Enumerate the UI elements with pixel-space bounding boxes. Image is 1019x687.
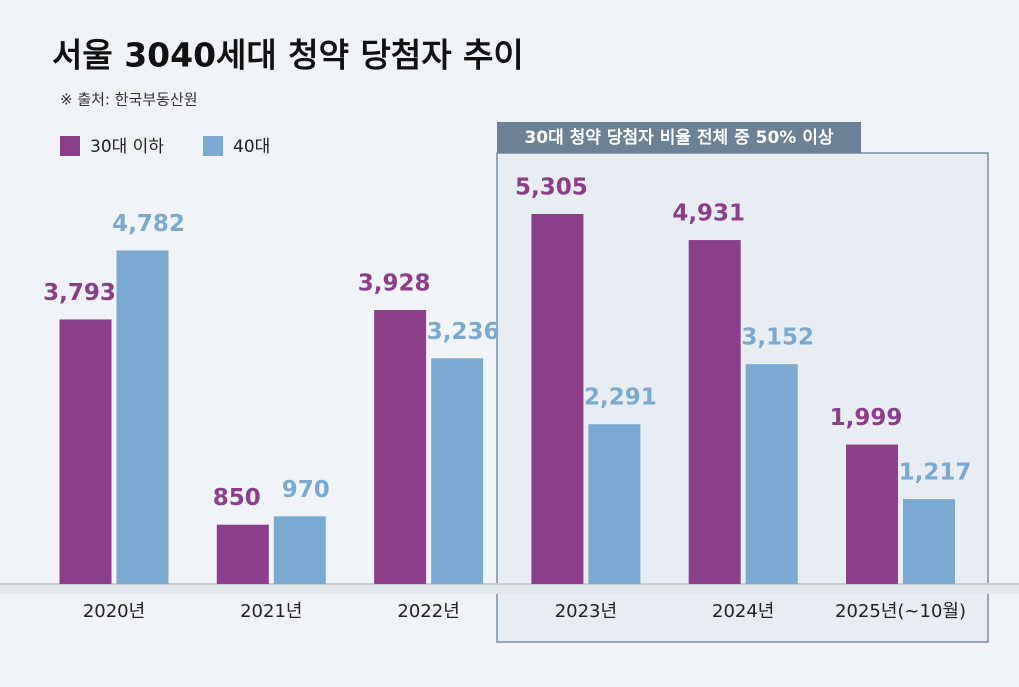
legend-swatch — [60, 136, 80, 156]
legend-label: 30대 이하 — [90, 137, 164, 157]
baseline-shadow — [0, 584, 1019, 594]
value-label: 2,291 — [584, 385, 657, 411]
value-label: 3,236 — [427, 319, 500, 345]
chart-subtitle: ※ 출처: 한국부동산원 — [60, 91, 198, 109]
bar — [59, 319, 112, 584]
bar — [374, 310, 427, 584]
bar — [216, 524, 269, 584]
x-tick-label: 2024년 — [712, 601, 774, 622]
x-tick-label: 2020년 — [83, 601, 145, 622]
bar — [588, 424, 641, 584]
value-label: 1,217 — [899, 460, 972, 486]
x-tick-label: 2021년 — [240, 601, 302, 622]
bar — [116, 250, 169, 584]
bar — [846, 444, 898, 584]
value-label: 5,305 — [515, 174, 588, 200]
bar — [531, 213, 584, 584]
bar — [431, 358, 484, 584]
value-label: 1,999 — [830, 405, 903, 431]
x-tick-label: 2023년 — [555, 601, 617, 622]
value-label: 3,928 — [358, 271, 431, 297]
bar — [273, 516, 326, 584]
bar — [688, 240, 741, 584]
annotation: 30대 청약 당첨자 비율 전체 중 50% 이상 — [524, 127, 833, 148]
legend-label: 40대 — [233, 137, 270, 157]
chart-title: 서울 3040세대 청약 당첨자 추이 — [52, 36, 524, 75]
bar — [903, 499, 955, 584]
x-tick-label: 2025년(~10월) — [835, 601, 966, 622]
value-label: 3,152 — [741, 325, 814, 351]
bar — [745, 364, 798, 584]
value-label: 3,793 — [43, 280, 116, 306]
value-label: 4,931 — [672, 201, 745, 227]
value-label: 850 — [213, 485, 261, 511]
value-label: 4,782 — [112, 211, 185, 237]
value-label: 970 — [282, 477, 330, 503]
legend-swatch — [203, 136, 223, 156]
highlight-tag — [497, 122, 861, 153]
x-tick-label: 2022년 — [397, 601, 459, 622]
